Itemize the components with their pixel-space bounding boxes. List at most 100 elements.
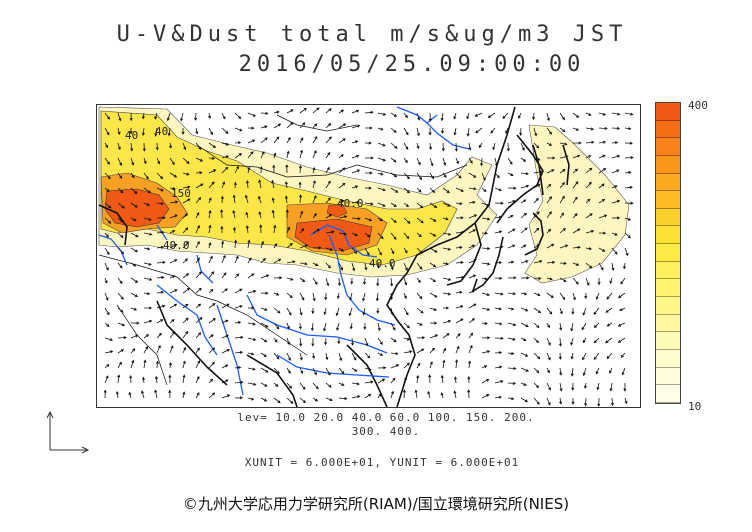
wind-vector bbox=[169, 331, 176, 339]
wind-vector bbox=[572, 213, 578, 219]
wind-vector bbox=[117, 336, 127, 340]
wind-vector bbox=[584, 397, 588, 407]
wind-vector bbox=[364, 247, 370, 256]
wind-vector bbox=[154, 127, 158, 137]
wind-vector bbox=[143, 319, 153, 324]
wind-vector bbox=[232, 209, 236, 219]
wind-vector bbox=[494, 395, 503, 399]
wind-vector bbox=[299, 262, 308, 266]
wind-vector bbox=[169, 200, 179, 204]
wind-vector bbox=[506, 142, 510, 152]
wind-vector bbox=[364, 202, 374, 206]
wind-vector bbox=[518, 112, 522, 119]
map-timestamp: 2016/05/25.09:00:00 bbox=[238, 52, 586, 77]
wind-vector bbox=[390, 217, 397, 223]
wind-vector bbox=[115, 390, 119, 399]
wind-vector bbox=[117, 307, 124, 313]
wind-vector bbox=[533, 367, 540, 374]
wind-vector bbox=[130, 187, 138, 194]
wind-vector bbox=[507, 215, 514, 219]
wind-vector bbox=[507, 244, 516, 249]
wind-vector bbox=[299, 227, 305, 234]
dust-core-small bbox=[326, 204, 348, 218]
wind-vector bbox=[507, 276, 517, 280]
wind-vector bbox=[377, 142, 386, 147]
wind-vector bbox=[208, 302, 216, 309]
wind-vector bbox=[338, 182, 346, 189]
wind-vector bbox=[468, 172, 477, 178]
map-title: U-V&Dust total m/s&ug/m3 JST bbox=[116, 22, 628, 47]
wind-vector bbox=[429, 247, 438, 253]
wind-vector bbox=[546, 352, 551, 361]
wind-vector bbox=[260, 137, 268, 144]
wind-vector bbox=[546, 337, 551, 346]
wind-vector bbox=[442, 319, 452, 324]
wind-vector bbox=[467, 376, 471, 384]
wind-vector bbox=[286, 226, 290, 234]
wind-vector bbox=[169, 214, 178, 219]
wind-vector bbox=[130, 292, 139, 298]
wind-vector bbox=[128, 391, 132, 399]
wind-vector bbox=[559, 155, 569, 159]
wind-vector bbox=[195, 212, 200, 219]
wind-vector bbox=[130, 172, 135, 179]
wind-vector bbox=[572, 245, 581, 249]
wind-vector bbox=[182, 374, 186, 384]
wind-vector bbox=[416, 112, 421, 121]
wind-vector bbox=[312, 246, 322, 250]
wind-vector bbox=[403, 217, 411, 224]
wind-vector bbox=[494, 365, 503, 369]
wind-vector bbox=[520, 157, 527, 162]
wind-vector bbox=[285, 209, 289, 219]
wind-vector bbox=[195, 157, 204, 162]
wind-vector bbox=[259, 166, 263, 174]
wind-vector bbox=[494, 292, 504, 296]
wind-vector bbox=[572, 112, 580, 118]
wind-vector bbox=[351, 217, 361, 221]
wind-vector bbox=[620, 277, 626, 285]
wind-vector bbox=[169, 259, 178, 264]
wind-vector bbox=[271, 197, 275, 204]
wind-vector bbox=[520, 212, 528, 219]
colorbar-cell bbox=[656, 226, 680, 245]
wind-vector bbox=[169, 303, 178, 309]
wind-vector bbox=[481, 277, 488, 281]
wind-vector bbox=[416, 336, 426, 340]
wind-vector bbox=[441, 127, 445, 134]
wind-vector bbox=[258, 179, 262, 189]
wind-vector bbox=[195, 183, 204, 189]
wind-vector bbox=[208, 197, 212, 204]
wind-vector bbox=[481, 231, 489, 235]
wind-vector bbox=[520, 322, 529, 327]
wind-vector bbox=[533, 142, 540, 149]
wind-vector bbox=[507, 228, 516, 234]
dust-map: 40 150 40.0 40.0 40.0 40 bbox=[96, 104, 641, 408]
wind-vector bbox=[455, 305, 464, 309]
wind-vector bbox=[208, 242, 212, 249]
wind-vector bbox=[559, 367, 563, 376]
wind-vector bbox=[234, 239, 238, 249]
wind-vector bbox=[155, 360, 159, 369]
wind-vector bbox=[234, 380, 244, 384]
wind-vector bbox=[416, 187, 422, 193]
wind-vector bbox=[624, 247, 629, 257]
wind-vector bbox=[585, 112, 592, 116]
wind-vector bbox=[103, 389, 107, 399]
wind-vector bbox=[468, 142, 472, 151]
wind-vector bbox=[104, 187, 110, 193]
wind-vector bbox=[117, 142, 121, 151]
colorbar-cell bbox=[656, 385, 680, 403]
wind-vector bbox=[260, 367, 269, 373]
wind-vector bbox=[350, 277, 354, 285]
wind-vector bbox=[559, 212, 565, 219]
wind-vector bbox=[403, 232, 410, 240]
wind-vector bbox=[467, 389, 471, 399]
wind-vector bbox=[428, 112, 432, 122]
wind-vector bbox=[130, 307, 138, 311]
wind-vector bbox=[285, 164, 289, 174]
wind-vector bbox=[533, 337, 539, 344]
dust-field bbox=[98, 106, 630, 284]
wind-vector bbox=[325, 214, 333, 219]
wind-vector bbox=[533, 397, 540, 405]
wind-vector bbox=[130, 334, 139, 339]
